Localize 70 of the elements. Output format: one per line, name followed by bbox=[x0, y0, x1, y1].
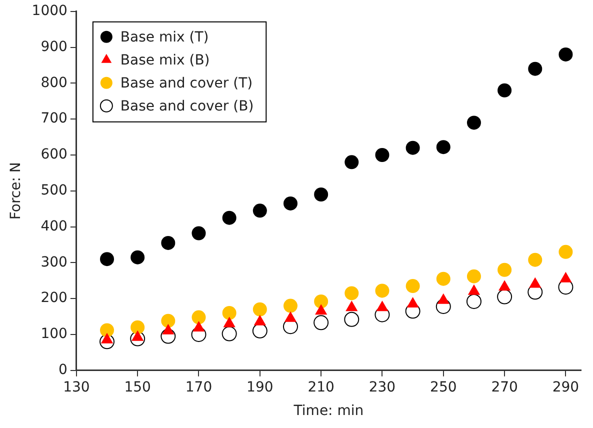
point bbox=[223, 316, 236, 328]
point bbox=[314, 315, 329, 330]
legend-label: Base mix (T) bbox=[120, 30, 209, 46]
x-tick-label: 210 bbox=[308, 379, 334, 396]
point bbox=[222, 210, 236, 225]
point bbox=[375, 148, 390, 162]
point bbox=[314, 187, 328, 202]
x-tick-label: 290 bbox=[552, 379, 580, 396]
x-tick-label: 130 bbox=[63, 379, 90, 396]
point bbox=[436, 140, 450, 154]
point bbox=[406, 140, 420, 155]
point bbox=[558, 47, 573, 62]
point bbox=[528, 62, 542, 76]
point bbox=[100, 323, 114, 338]
point bbox=[161, 236, 176, 250]
point bbox=[161, 314, 176, 328]
point bbox=[283, 298, 298, 313]
point bbox=[466, 294, 482, 309]
point bbox=[130, 320, 145, 334]
y-tick-label: 300 bbox=[40, 254, 68, 270]
legend-label: Base and cover (T) bbox=[120, 76, 253, 92]
point bbox=[130, 250, 145, 264]
y-tick-label: 600 bbox=[40, 146, 68, 163]
point bbox=[406, 279, 420, 294]
y-tick-label: 500 bbox=[40, 182, 68, 199]
y-axis-title: Force: N bbox=[8, 162, 24, 220]
x-tick-label: 170 bbox=[185, 379, 212, 396]
legend-label: Base mix (B) bbox=[120, 52, 210, 69]
point bbox=[192, 310, 206, 324]
y-tick-label: 1000 bbox=[32, 3, 68, 20]
point bbox=[466, 269, 481, 284]
legend-label: Base and cover (B) bbox=[120, 98, 254, 115]
point bbox=[558, 244, 573, 259]
point bbox=[222, 306, 236, 320]
point bbox=[346, 300, 358, 312]
y-tick-label: 200 bbox=[40, 290, 68, 306]
point bbox=[314, 294, 328, 308]
point bbox=[466, 116, 481, 130]
x-tick-label: 190 bbox=[246, 379, 274, 396]
point bbox=[100, 252, 114, 266]
point bbox=[344, 155, 359, 170]
point bbox=[283, 196, 298, 210]
x-tick-label: 250 bbox=[430, 379, 457, 396]
point bbox=[344, 312, 360, 327]
point bbox=[344, 286, 359, 300]
y-tick-label: 800 bbox=[40, 74, 68, 91]
point bbox=[436, 272, 450, 286]
y-tick-label: 0 bbox=[58, 362, 68, 378]
point bbox=[498, 262, 512, 277]
y-tick-label: 700 bbox=[40, 110, 68, 127]
x-tick-label: 230 bbox=[368, 379, 396, 396]
x-tick-label: 150 bbox=[124, 379, 151, 396]
point bbox=[497, 289, 512, 304]
x-tick-label: 270 bbox=[491, 379, 518, 396]
point bbox=[222, 326, 237, 342]
point bbox=[192, 226, 206, 240]
point bbox=[192, 321, 205, 332]
point bbox=[252, 302, 267, 316]
point bbox=[376, 300, 388, 312]
y-tick-label: 400 bbox=[40, 218, 68, 234]
point bbox=[252, 204, 267, 218]
point bbox=[375, 284, 390, 298]
point bbox=[498, 83, 512, 98]
point bbox=[528, 252, 542, 267]
point bbox=[252, 323, 268, 338]
y-tick-label: 100 bbox=[40, 326, 68, 342]
point bbox=[498, 280, 511, 291]
y-tick-label: 900 bbox=[40, 38, 68, 55]
x-axis-title: Time: min bbox=[292, 403, 364, 420]
point bbox=[315, 304, 328, 315]
